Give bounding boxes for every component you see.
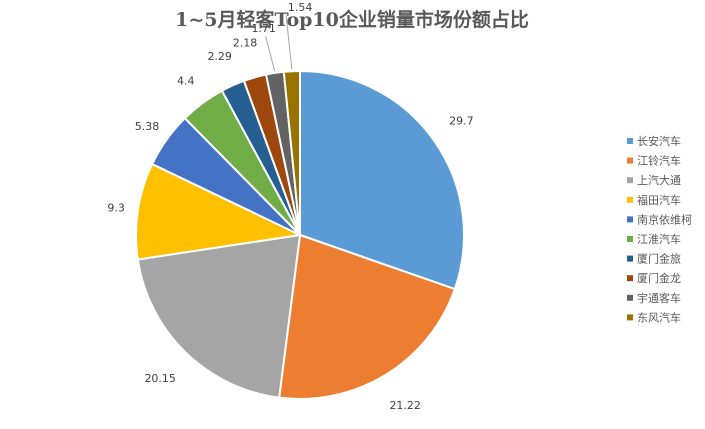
- leader-lines: [265, 14, 293, 72]
- legend-label: 东风汽车: [637, 310, 681, 324]
- leader-line: [265, 36, 276, 72]
- legend-label: 江铃汽车: [637, 154, 681, 168]
- pie-slice: [136, 233, 302, 399]
- legend-label: 南京依维柯: [637, 212, 692, 226]
- data-label: 1.54: [288, 1, 313, 14]
- legend-swatch: [627, 236, 633, 242]
- data-label: 2.29: [207, 50, 232, 63]
- data-label: 5.38: [135, 120, 160, 133]
- data-label: 20.15: [144, 372, 176, 385]
- pie-slices: [135, 69, 465, 400]
- pie-slice: [299, 69, 465, 291]
- data-label: 9.3: [107, 201, 125, 214]
- pie-slice: [282, 69, 301, 236]
- chart-title: 1~5月轻客Top10企业销量市场份额占比: [175, 8, 529, 31]
- legend-swatch: [627, 216, 633, 223]
- legend: 长安汽车江铃汽车上汽大通福田汽车南京依维柯江淮汽车厦门金旅厦门金龙宇通客车东风汽…: [627, 134, 692, 324]
- legend-swatch: [627, 275, 633, 282]
- data-labels: 29.7 21.22 20.15 9.3 5.38 4.4 2.292.18 1.71 1.54: [107, 1, 473, 412]
- legend-swatch: [627, 138, 633, 144]
- legend-swatch: [627, 196, 633, 203]
- data-label: 29.7: [449, 114, 474, 127]
- legend-swatch: [627, 255, 633, 262]
- legend-swatch: [627, 314, 633, 321]
- data-label: 1.71: [251, 22, 276, 35]
- data-label: 4.4: [177, 75, 195, 88]
- legend-label: 厦门金旅: [637, 252, 681, 266]
- leader-line: [285, 14, 293, 70]
- legend-label: 宇通客车: [637, 291, 681, 305]
- legend-label: 长安汽车: [637, 134, 681, 148]
- legend-label: 上汽大通: [637, 173, 681, 187]
- legend-swatch: [627, 294, 633, 301]
- legend-label: 江淮汽车: [637, 232, 681, 246]
- legend-swatch: [627, 157, 633, 164]
- legend-swatch: [627, 177, 633, 184]
- pie-slice: [135, 162, 304, 261]
- data-label: 2.18: [233, 37, 258, 50]
- legend-label: 福田汽车: [637, 193, 681, 207]
- pie-slice: [278, 233, 457, 400]
- legend-label: 厦门金龙: [637, 271, 681, 285]
- data-label: 21.22: [389, 399, 421, 412]
